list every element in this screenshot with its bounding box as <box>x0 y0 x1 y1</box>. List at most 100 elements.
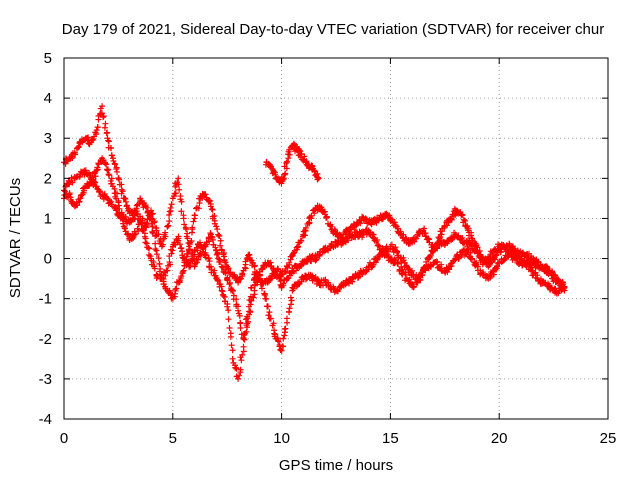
data-point <box>325 282 332 289</box>
data-point <box>191 248 198 255</box>
data-point <box>280 176 287 183</box>
data-point <box>157 272 164 279</box>
data-point <box>279 343 286 350</box>
data-point <box>120 220 127 227</box>
data-point <box>290 250 297 257</box>
data-point <box>146 245 153 252</box>
data-point <box>102 160 109 167</box>
x-tick-label: 0 <box>60 430 68 447</box>
data-point <box>108 180 115 187</box>
data-point <box>391 219 398 226</box>
y-tick-label: -4 <box>39 411 52 428</box>
data-point <box>106 172 113 179</box>
data-point <box>116 176 123 183</box>
data-point <box>167 204 174 211</box>
data-point <box>287 301 294 308</box>
data-point <box>239 271 246 278</box>
y-tick-label: 3 <box>44 130 52 147</box>
data-point <box>149 223 156 230</box>
y-tick-label: 5 <box>44 50 52 67</box>
data-point <box>211 267 218 274</box>
data-point <box>301 232 308 239</box>
data-point <box>151 265 158 272</box>
data-point <box>205 255 212 262</box>
data-point <box>296 147 303 154</box>
data-point <box>394 260 401 267</box>
data-point <box>217 237 224 244</box>
data-point <box>473 259 480 266</box>
data-point <box>434 258 441 265</box>
data-point <box>272 169 279 176</box>
data-point <box>237 275 244 282</box>
data-point <box>250 294 257 301</box>
data-point <box>105 138 112 145</box>
data-point <box>480 270 487 277</box>
data-point <box>149 210 156 217</box>
data-point <box>172 190 179 197</box>
y-tick-label: 2 <box>44 170 52 187</box>
data-point <box>271 269 278 276</box>
data-point <box>261 291 268 298</box>
data-point <box>222 259 229 266</box>
data-point <box>392 244 399 251</box>
data-point <box>118 181 125 188</box>
data-point <box>265 312 272 319</box>
data-point <box>108 175 115 182</box>
data-point <box>448 216 455 223</box>
data-point <box>213 223 220 230</box>
data-point <box>124 231 131 238</box>
data-point <box>388 216 395 223</box>
data-point <box>486 275 493 282</box>
data-point <box>178 198 185 205</box>
data-point <box>86 141 93 148</box>
data-point <box>225 307 232 314</box>
data-point <box>259 280 266 287</box>
data-point <box>214 277 221 284</box>
data-point <box>178 245 185 252</box>
data-point <box>218 283 225 290</box>
y-tick-label: -2 <box>39 331 52 348</box>
data-point <box>290 285 297 292</box>
data-point <box>238 357 245 364</box>
data-point <box>432 244 439 251</box>
data-point <box>138 220 145 227</box>
plot-border <box>63 57 609 420</box>
data-point <box>552 285 559 292</box>
data-point <box>66 190 73 197</box>
data-point <box>375 217 382 224</box>
data-point <box>272 331 279 338</box>
data-point <box>284 158 291 165</box>
data-point <box>229 288 236 295</box>
data-point <box>108 152 115 159</box>
data-point <box>167 261 174 268</box>
data-point <box>194 247 201 254</box>
data-point <box>474 247 481 254</box>
data-point <box>345 237 352 244</box>
data-point <box>248 284 255 291</box>
data-point <box>427 263 434 270</box>
data-point <box>220 292 227 299</box>
data-point <box>251 291 258 298</box>
data-point <box>400 257 407 264</box>
data-point <box>363 226 370 233</box>
data-point <box>95 161 102 168</box>
data-point <box>451 257 458 264</box>
data-point <box>155 255 162 262</box>
data-point <box>202 252 209 259</box>
data-point <box>145 251 152 258</box>
data-point <box>465 246 472 253</box>
data-point <box>191 212 198 219</box>
data-point <box>151 219 158 226</box>
data-point <box>119 215 126 222</box>
data-point <box>459 211 466 218</box>
data-point <box>264 303 271 310</box>
data-point <box>298 237 305 244</box>
data-point <box>237 319 244 326</box>
x-tick-label: 5 <box>169 430 177 447</box>
x-tick-label: 25 <box>600 430 617 447</box>
data-point <box>153 225 160 232</box>
data-point <box>374 236 381 243</box>
data-point <box>293 246 300 253</box>
data-point <box>468 256 475 263</box>
data-point <box>105 171 112 178</box>
